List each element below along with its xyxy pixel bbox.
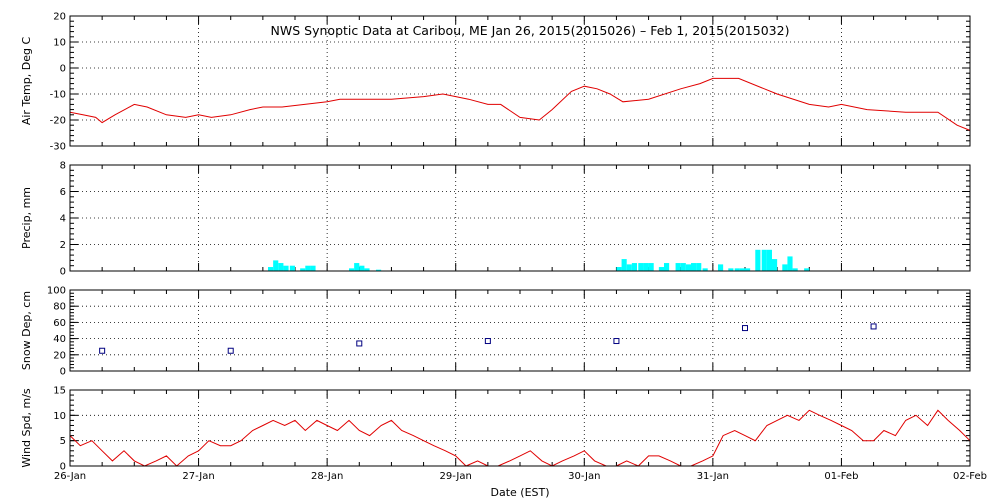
panel-temp: -30 -20 -10 0 10 20 Air Temp, Deg C — [20, 12, 971, 153]
y-tick-label: 15 — [53, 386, 66, 397]
series-line-wind — [69, 409, 971, 467]
snow-point — [870, 323, 877, 330]
precip-bar — [359, 265, 365, 271]
precip-bar — [349, 268, 355, 271]
precip-bar — [685, 264, 691, 271]
precip-bar — [718, 264, 724, 271]
precip-bar — [772, 259, 778, 271]
precip-bar — [631, 263, 637, 271]
precip-bar — [300, 268, 306, 271]
snow-point — [484, 338, 491, 345]
panel-wind: 0 5 10 15 Wind Spd, m/s 26-Jan 27-Jan 28-Jan 29-… — [20, 386, 987, 483]
precip-bar — [638, 263, 644, 271]
precip-bar — [376, 269, 382, 271]
panel-frame — [69, 15, 971, 147]
x-tick-label: 30-Jan — [568, 471, 600, 482]
y-axis-label: Air Temp, Deg C — [20, 37, 33, 126]
precip-bar — [787, 256, 793, 271]
snow-point — [227, 347, 234, 354]
precip-bar — [310, 265, 316, 271]
y-tick-label: 0 — [60, 462, 66, 473]
y-tick-label: -30 — [50, 142, 66, 153]
panel-frame — [69, 289, 971, 372]
precip-bar — [792, 268, 798, 271]
y-tick-label: 100 — [47, 286, 66, 297]
snow-point — [99, 347, 106, 354]
precip-bar — [664, 263, 670, 271]
precip-bar — [626, 264, 632, 271]
precip-bar — [675, 263, 681, 271]
y-tick-label: 6 — [60, 187, 66, 198]
y-axis-label: Precip, mm — [20, 187, 33, 249]
y-axis-label: Snow Dep, cm — [20, 291, 33, 370]
precip-bar — [755, 249, 761, 271]
snow-point — [356, 340, 363, 347]
precip-bar — [658, 267, 664, 271]
precip-bar — [782, 264, 788, 271]
panel-frame — [69, 164, 971, 272]
y-tick-label: 80 — [53, 302, 66, 313]
precip-bar — [739, 268, 745, 271]
series-line-temp — [69, 77, 971, 131]
precip-bar — [621, 259, 627, 271]
y-tick-label: 0 — [60, 64, 66, 75]
y-tick-label: 4 — [60, 214, 66, 225]
precip-bar — [364, 268, 370, 271]
snow-point — [613, 338, 620, 345]
y-tick-label: 8 — [60, 161, 66, 172]
x-tick-label: 28-Jan — [311, 471, 343, 482]
panel-precip: 0 2 4 6 8 Precip, mm — [20, 161, 971, 278]
precip-bar — [745, 268, 751, 271]
precip-bar — [289, 265, 295, 271]
y-tick-label: 20 — [53, 350, 66, 361]
y-tick-label: 60 — [53, 318, 66, 329]
precip-bar — [283, 265, 289, 271]
y-tick-label: -10 — [50, 90, 66, 101]
precip-bar — [268, 267, 274, 271]
panels: -30 -20 -10 0 10 20 Air Temp, Deg C 0 2 4 6 8 Precip… — [20, 12, 987, 483]
y-axis-label: Wind Spd, m/s — [20, 388, 33, 468]
y-tick-label: 10 — [53, 38, 66, 49]
precip-bar — [761, 249, 767, 271]
x-tick-label: 02-Feb — [953, 471, 987, 482]
chart-title: NWS Synoptic Data at Caribou, ME Jan 26,… — [271, 23, 790, 38]
precip-bar — [691, 263, 697, 271]
precip-bar — [680, 263, 686, 271]
precip-bar — [702, 268, 708, 271]
y-tick-label: 40 — [53, 334, 66, 345]
precip-bar — [273, 260, 279, 271]
x-axis-label: Date (EST) — [490, 486, 549, 499]
panel-frame — [69, 389, 971, 467]
x-tick-label: 29-Jan — [440, 471, 472, 482]
y-tick-label: 5 — [60, 436, 66, 447]
snow-point — [742, 325, 748, 332]
y-tick-label: 0 — [60, 267, 66, 278]
precip-bar — [278, 263, 284, 271]
y-tick-label: 10 — [53, 411, 66, 422]
precip-bar — [305, 265, 311, 271]
precip-bar — [643, 263, 649, 271]
y-tick-label: -20 — [50, 116, 66, 127]
precip-bar — [648, 263, 654, 271]
panel-snow: 0 20 40 60 80 100 Snow Dep, cm — [20, 286, 971, 378]
precip-bar — [766, 249, 772, 271]
precip-bar — [804, 268, 810, 271]
y-tick-label: 20 — [53, 12, 66, 23]
x-tick-label: 27-Jan — [182, 471, 214, 482]
y-tick-label: 0 — [60, 367, 66, 378]
precip-bar — [696, 263, 702, 271]
x-tick-label: 31-Jan — [697, 471, 729, 482]
x-tick-label: 01-Feb — [824, 471, 858, 482]
precip-bar — [728, 268, 734, 271]
y-tick-label: 2 — [60, 240, 66, 251]
x-tick-label: 26-Jan — [54, 471, 86, 482]
precip-bar — [734, 268, 740, 271]
precip-bar — [354, 263, 360, 271]
precip-bar — [616, 267, 622, 271]
